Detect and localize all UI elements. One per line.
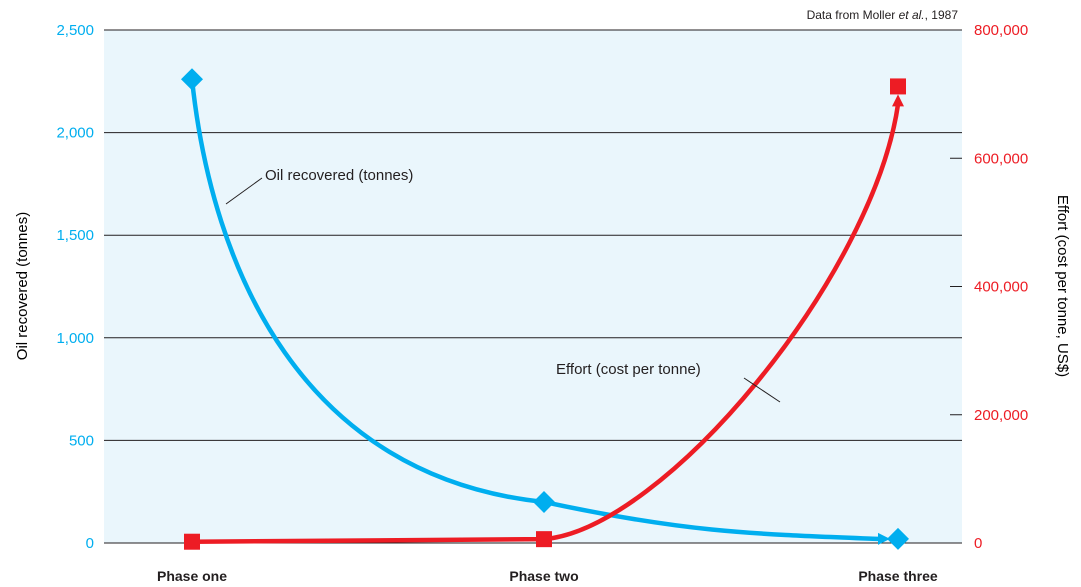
left-axis-title: Oil recovered (tonnes) (14, 212, 31, 360)
left-tick-label-4: 2,000 (56, 125, 94, 142)
left-axis-tick-labels: 0 500 1,000 1,500 2,000 2,500 (56, 22, 94, 552)
oil-marker-0 (181, 68, 203, 91)
left-tick-label-5: 2,500 (56, 22, 94, 39)
plot-background (104, 30, 962, 543)
right-tick-label-1: 200,000 (974, 407, 1028, 424)
oil-recovered-line (189, 76, 881, 542)
markers (181, 68, 909, 550)
right-tick-label-0: 0 (974, 535, 982, 552)
oil-arrowhead (878, 532, 890, 545)
effort-marker-1 (536, 531, 552, 548)
category-labels: Phase one Phase two Phase three (157, 568, 938, 584)
effort-arrowhead (892, 94, 904, 107)
source-note: Data from Moller et al., 1987 (807, 8, 959, 22)
left-tick-label-1: 500 (69, 432, 94, 449)
effort-annotation-leader (743, 377, 781, 403)
right-axis-title: Effort (cost per tonne, US$) (1054, 195, 1071, 377)
right-tick-label-2: 400,000 (974, 279, 1028, 296)
left-tick-label-2: 1,000 (56, 330, 94, 347)
effort-line (189, 102, 901, 544)
left-tick-label-3: 1,500 (56, 227, 94, 244)
effort-marker-2 (890, 78, 906, 95)
oil-annotation-leader (225, 177, 263, 205)
category-label-1: Phase two (509, 568, 578, 584)
right-axis-tick-labels: 0 200,000 400,000 600,000 800,000 (974, 22, 1028, 552)
right-tick-label-4: 800,000 (974, 22, 1028, 39)
category-label-2: Phase three (858, 568, 938, 584)
effort-marker-0 (184, 533, 200, 550)
oil-marker-2 (887, 527, 909, 550)
effort-annotation: Effort (cost per tonne) (556, 361, 701, 378)
right-axis-ticks (950, 157, 962, 416)
oil-marker-1 (533, 490, 555, 513)
grid-lines (104, 29, 962, 544)
left-tick-label-0: 0 (86, 535, 94, 552)
right-tick-label-3: 600,000 (974, 150, 1028, 167)
oil-recovered-annotation: Oil recovered (tonnes) (265, 167, 413, 184)
category-label-0: Phase one (157, 568, 227, 584)
